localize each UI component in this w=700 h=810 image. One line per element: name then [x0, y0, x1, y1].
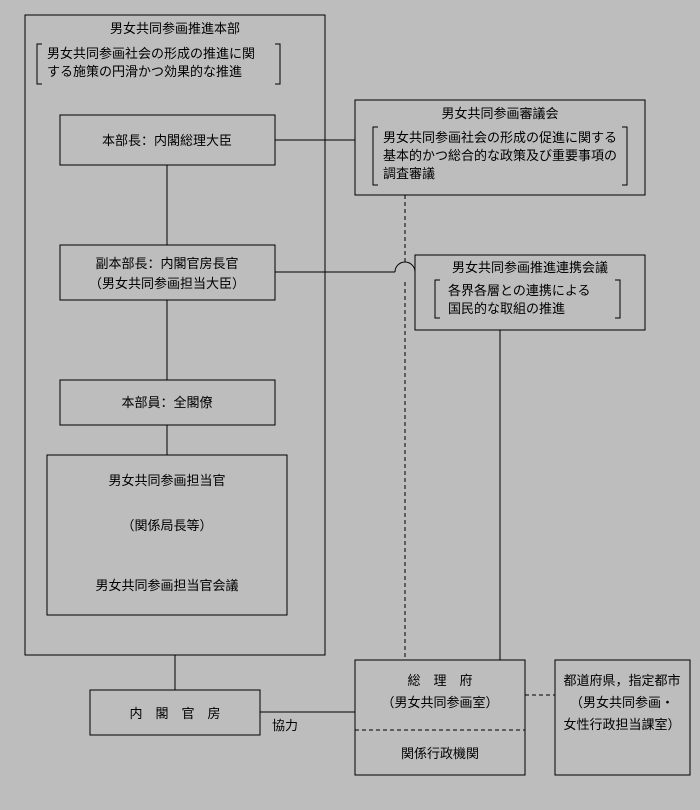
- liaison-d1: 各界各層との連携による: [448, 283, 590, 298]
- liaison-title: 男女共同参画推進連携会議: [452, 260, 608, 275]
- members-label: 本部員：全閣僚: [121, 395, 212, 410]
- hq-title: 男女共同参画推進本部: [110, 21, 240, 36]
- officers-l3: 男女共同参画担当官会議: [95, 578, 238, 593]
- council-d2: 基本的かつ総合的な政策及び重要事項の: [383, 148, 617, 163]
- hq-desc2: する施策の円滑かつ効果的な推進: [47, 64, 242, 79]
- hq-desc1: 男女共同参画社会の形成の推進に関: [47, 46, 255, 61]
- head-label: 本部長：内閣総理大臣: [102, 133, 232, 148]
- pmo-l2: （男女共同参画室）: [381, 695, 498, 710]
- line-vice-arc: [395, 262, 415, 272]
- officers-l1: 男女共同参画担当官: [108, 473, 225, 488]
- council-title: 男女共同参画審議会: [441, 106, 558, 121]
- pmo-l1: 総 理 府: [407, 673, 472, 688]
- vicehead-box: [60, 245, 275, 300]
- vicehead-l2: （男女共同参画担当大臣）: [89, 276, 245, 291]
- council-d3: 調査審議: [383, 166, 435, 181]
- council-d1: 男女共同参画社会の形成の促進に関する: [383, 130, 617, 145]
- coop-label: 協力: [272, 718, 298, 733]
- officers-l2: （関係局長等）: [121, 518, 212, 533]
- pref-l2: （男女共同参画・: [570, 695, 674, 710]
- vicehead-l1: 副本部長：内閣官房長官: [95, 256, 238, 271]
- pref-l3: 女性行政担当課室）: [563, 717, 680, 732]
- liaison-d2: 国民的な取組の推進: [448, 301, 565, 316]
- pref-l1: 都道府県，指定都市: [563, 673, 680, 688]
- cabinet-label: 内 閣 官 房: [129, 706, 220, 721]
- pmo-l3: 関係行政機関: [401, 746, 479, 761]
